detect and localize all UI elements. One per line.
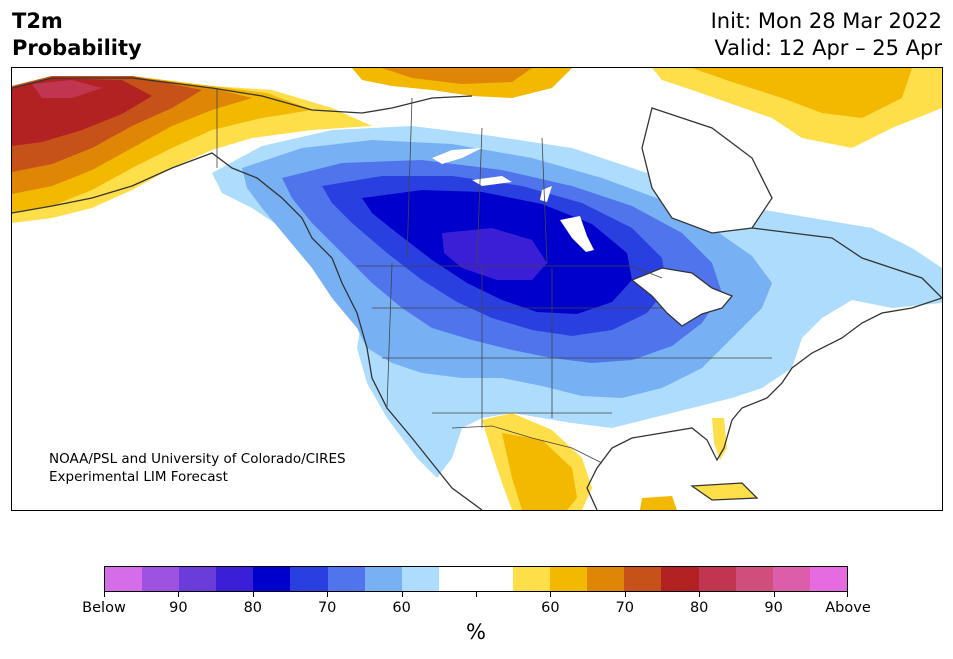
province-border-3: [541, 137, 548, 264]
arctic-east-inner: [692, 68, 912, 118]
colorbar-segment: [216, 567, 254, 591]
central-america-warm: [640, 496, 677, 510]
colorbar-segment: [809, 567, 847, 591]
pacific-coast: [12, 152, 483, 510]
colorbar-tick: [327, 592, 329, 597]
colorbar-segment: [253, 567, 291, 591]
cuba-warm: [692, 483, 757, 500]
us-mexico-border: [451, 425, 603, 464]
us-canada-border: [357, 265, 663, 279]
mexico-65-band: [502, 433, 577, 510]
colorbar-tick-label: 70: [615, 600, 635, 616]
great-lakes: [632, 268, 732, 326]
colorbar-tick: [252, 592, 254, 597]
colorbar-tick: [699, 592, 701, 597]
cuba-coast: [690, 482, 759, 501]
lake-winnipeg: [560, 216, 594, 252]
colorbar-tick-label: 80: [243, 600, 263, 616]
colorbar-segment: [364, 567, 402, 591]
colorbar: [104, 566, 848, 592]
water-bodies: [432, 108, 772, 326]
hudson-bay: [642, 108, 772, 233]
colorbar-units: %: [466, 620, 486, 644]
province-border-1: [406, 97, 413, 259]
cold-85-band: [442, 228, 547, 280]
colorbar-tick: [104, 592, 105, 597]
colorbar-tick-label: Below: [82, 600, 126, 616]
colorbar-tick-label: 60: [541, 600, 560, 616]
colorbar-segment: [327, 567, 365, 591]
colorbar-tick: [773, 592, 775, 597]
colorbar-segment: [587, 567, 625, 591]
province-border-2: [476, 127, 483, 264]
mexico-warm-region: [482, 413, 757, 510]
arctic-warm-region: [352, 68, 942, 148]
map-title: T2m Probability: [12, 8, 142, 62]
map-svg: [12, 68, 942, 510]
arctic-central-inner: [382, 68, 532, 84]
colorbar-segment: [438, 567, 476, 591]
credit-line2: Experimental LIM Forecast: [49, 469, 228, 485]
colorbar-tick: [401, 592, 403, 597]
lake-athabasca: [540, 186, 552, 202]
colorbar-segment: [290, 567, 328, 591]
valid-date: Valid: 12 Apr – 25 Apr: [714, 36, 942, 60]
colorbar-segment: [475, 567, 514, 591]
colorbar-tick: [624, 592, 626, 597]
colorbar-segment: [772, 567, 810, 591]
state-border-1: [386, 262, 393, 409]
colorbar-segment: [179, 567, 217, 591]
colorbar-segment: [550, 567, 588, 591]
colorbar-segment: [735, 567, 773, 591]
colorbar-tick: [847, 592, 848, 597]
forecast-credit: NOAA/PSL and University of Colorado/CIRE…: [49, 450, 346, 486]
colorbar-segment: [513, 567, 551, 591]
colorbar-tick-label: 70: [317, 600, 337, 616]
political-borders: [216, 88, 772, 464]
colorbar-segment: [105, 567, 143, 591]
init-date: Init: Mon 28 Mar 2022: [710, 9, 942, 33]
colorbar-tick-label: 80: [689, 600, 709, 616]
colorbar-tick: [550, 592, 552, 597]
colorbar-tick-label: 60: [392, 600, 411, 616]
alaska-warm-region: [12, 76, 372, 223]
credit-line1: NOAA/PSL and University of Colorado/CIRE…: [49, 451, 346, 467]
title-line2: Probability: [12, 36, 142, 60]
colorbar-tick: [476, 592, 477, 597]
great-lakes-coast: [630, 267, 734, 327]
colorbar-tick-label: 90: [169, 600, 188, 616]
great-slave-lake: [472, 176, 512, 186]
alaska-85-band: [32, 80, 102, 98]
colorbar-tick-label: 90: [764, 600, 783, 616]
colorbar-segment: [624, 567, 662, 591]
colorbar-tick-label: Above: [825, 600, 871, 616]
colorbar-ticks: [104, 592, 848, 602]
hudson-bay-coast: [641, 107, 773, 234]
colorbar-segment: [142, 567, 180, 591]
title-line1: T2m: [12, 9, 63, 33]
atlantic-coast: [586, 227, 942, 510]
great-bear-lake: [432, 148, 482, 164]
colorbar-segment: [661, 567, 699, 591]
colorbar-segment: [698, 567, 736, 591]
probability-map: [11, 67, 943, 511]
colorbar-segment: [401, 567, 439, 591]
forecast-dates: Init: Mon 28 Mar 2022 Valid: 12 Apr – 25…: [711, 8, 942, 62]
colorbar-tick: [178, 592, 180, 597]
